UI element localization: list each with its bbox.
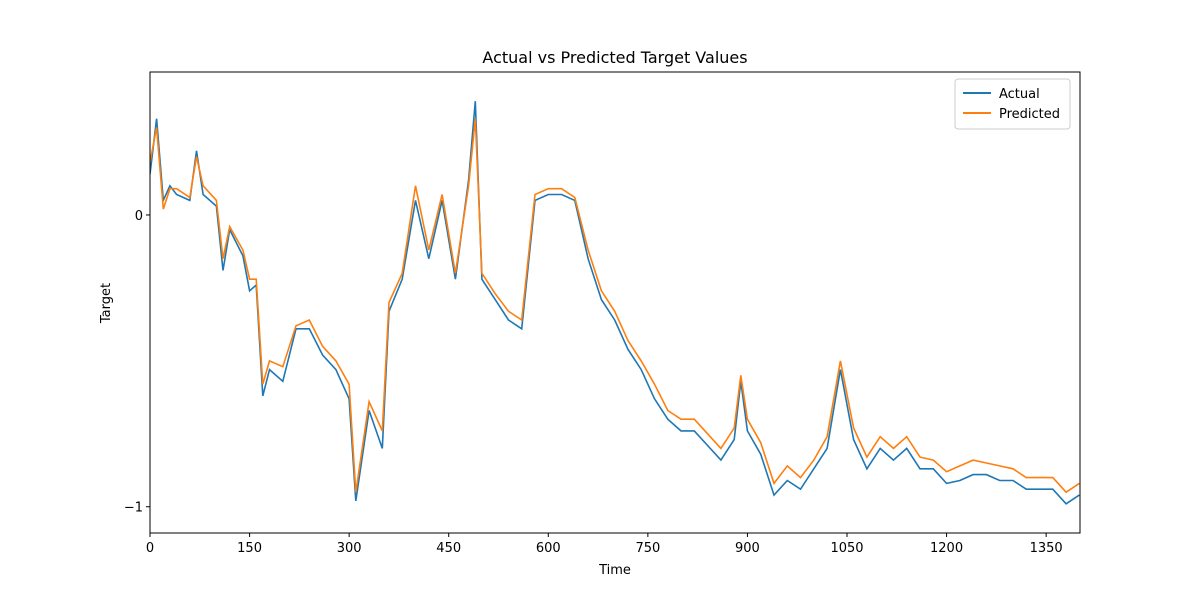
chart-title: Actual vs Predicted Target Values (482, 48, 747, 67)
x-tick-label: 1350 (1030, 541, 1063, 556)
y-tick-label: 0 (135, 209, 143, 224)
plot-frame (149, 71, 1081, 534)
legend-label: Actual (999, 87, 1040, 102)
x-tick-label: 150 (237, 541, 262, 556)
x-tick-label: 1050 (830, 541, 863, 556)
x-tick-label: 900 (735, 541, 760, 556)
x-tick-label: 600 (536, 541, 561, 556)
series-line (150, 101, 1080, 505)
x-tick-label: 750 (635, 541, 660, 556)
x-tick-label: 450 (436, 541, 461, 556)
x-tick-label: 300 (337, 541, 362, 556)
x-tick-label: 0 (146, 541, 154, 556)
legend-label: Predicted (999, 107, 1060, 122)
legend-box (954, 78, 1071, 130)
x-tick-label: 1200 (930, 541, 963, 556)
y-tick-label: −1 (124, 501, 143, 516)
series-line (150, 118, 1080, 494)
x-axis-label: Time (598, 563, 631, 578)
y-axis-label: Target (99, 283, 114, 324)
